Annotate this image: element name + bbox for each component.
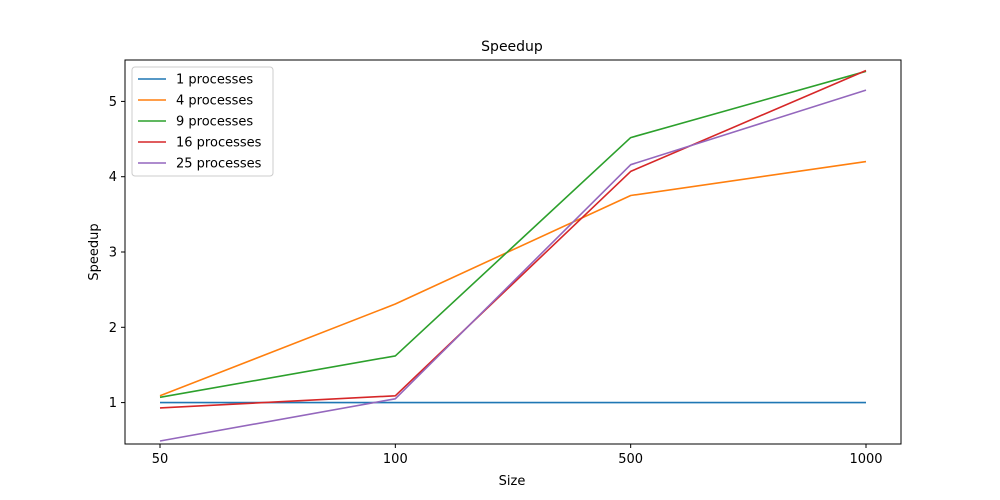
series-line-4 (159, 69, 867, 409)
chart-title: Speedup (481, 39, 543, 55)
y-axis-label: Speedup (87, 223, 102, 280)
x-axis-ticks: 50 100 500 1000 (152, 444, 883, 467)
legend-label: 25 processes (176, 157, 262, 172)
y-tick-label: 5 (109, 95, 117, 110)
legend-label: 4 processes (176, 94, 253, 109)
legend-label: 1 processes (176, 73, 253, 88)
legend-box (131, 66, 274, 177)
x-tick-label: 100 (383, 452, 408, 467)
series-line-3 (159, 70, 867, 399)
x-tick-label: 50 (152, 452, 169, 467)
y-axis-ticks: 1 2 3 4 5 (109, 95, 125, 411)
y-tick-label: 4 (109, 170, 117, 185)
y-tick-label: 1 (109, 396, 117, 411)
x-tick-label: 500 (618, 452, 643, 467)
legend-items: 1 processes 4 processes 9 processes 16 proc… (138, 73, 262, 172)
series-lines (159, 69, 867, 442)
legend-label: 9 processes (176, 115, 253, 130)
series-line-2 (159, 160, 867, 397)
legend: 1 processes 4 processes 9 processes 16 proc… (131, 66, 274, 177)
y-tick-label: 2 (109, 321, 117, 336)
x-tick-label: 1000 (849, 452, 882, 467)
series-line-5 (159, 89, 867, 442)
y-tick-label: 3 (109, 246, 117, 261)
x-axis-label: Size (499, 474, 526, 489)
legend-label: 16 processes (176, 136, 262, 151)
